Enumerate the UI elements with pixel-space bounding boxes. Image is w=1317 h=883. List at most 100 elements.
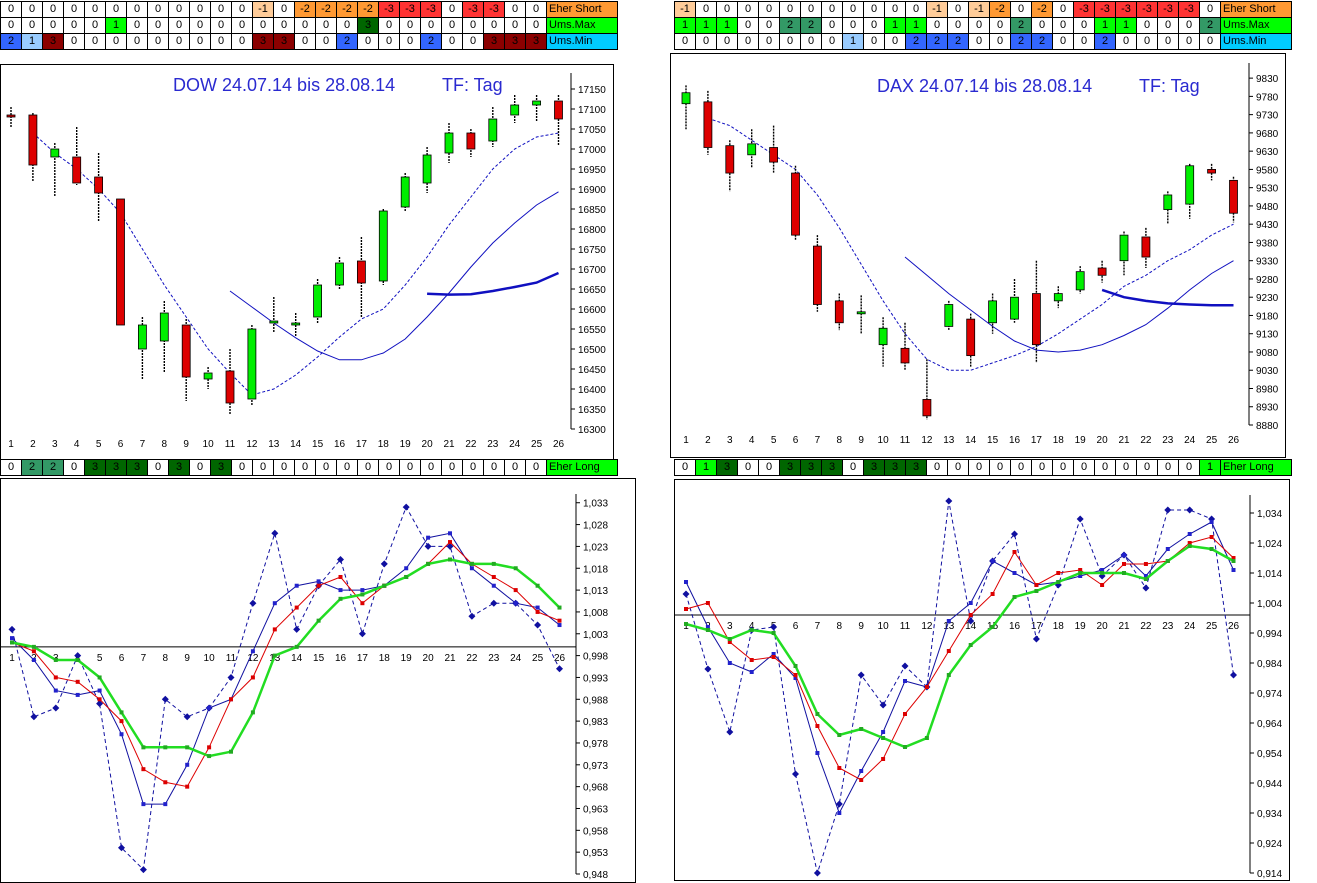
data-point: [185, 784, 190, 789]
y-tick-label: 0,974: [1257, 689, 1282, 700]
x-tick-label: 2: [705, 435, 711, 446]
data-point: [968, 643, 973, 647]
signal-cell: 3: [84, 459, 106, 476]
dow-signal-grid: 0 0 0 0 0 0 0 0 0 0 0 0 -1 0 -2 -2 -2 -2 -3 -3 -3 0 -3 -3 0 0 Eher…: [0, 1, 618, 50]
ratio-series-dashed_blue: [11, 505, 560, 871]
signal-cell: 0: [378, 459, 400, 476]
candle-body: [1075, 271, 1085, 291]
data-point: [557, 623, 562, 628]
data-point: [294, 644, 299, 649]
candle-body: [1031, 293, 1041, 346]
data-point: [272, 601, 277, 606]
y-tick-label: 9480: [1256, 202, 1279, 213]
signal-cell: 0: [315, 459, 337, 476]
signal-cell: 0: [1199, 1, 1221, 18]
signal-cell: -2: [294, 1, 316, 18]
signal-cell: 0: [189, 33, 211, 50]
data-point: [1078, 568, 1083, 572]
x-tick-label: 19: [1075, 621, 1087, 632]
signal-cell: 0: [674, 459, 696, 476]
signal-cell: -3: [1094, 1, 1116, 18]
x-tick-label: 15: [987, 435, 999, 446]
ratio-series-solid_blue: [685, 521, 1234, 815]
y-tick-label: 1,023: [583, 542, 608, 553]
signal-cell: 0: [504, 17, 526, 34]
x-tick-label: 11: [900, 621, 911, 632]
signal-cell: 0: [821, 33, 843, 50]
signal-cell: -1: [252, 1, 274, 18]
signal-cell: -3: [1136, 1, 1158, 18]
x-tick-label: 22: [466, 653, 478, 664]
signal-cell: -3: [462, 1, 484, 18]
signal-cell: 0: [336, 459, 358, 476]
candle-body: [94, 176, 103, 194]
data-point: [380, 560, 388, 568]
x-tick-label: 16: [1009, 435, 1021, 446]
candle-body: [159, 312, 169, 342]
signal-cell: -3: [420, 1, 442, 18]
candle-body: [28, 114, 38, 166]
y-tick-label: 1,028: [583, 521, 608, 532]
signal-cell: 2: [947, 33, 969, 50]
data-point: [946, 649, 951, 653]
data-point: [946, 619, 951, 623]
candle-body: [488, 118, 498, 142]
data-point: [770, 623, 778, 631]
x-tick-label: 26: [554, 653, 566, 664]
candle-body: [247, 328, 257, 400]
x-tick-label: 11: [225, 439, 236, 450]
signal-cell: 0: [357, 33, 379, 50]
x-tick-label: 20: [1097, 621, 1109, 632]
data-point: [1209, 547, 1214, 551]
candle-body: [1141, 236, 1151, 258]
data-point: [316, 579, 321, 584]
data-point: [119, 710, 124, 715]
data-point: [75, 692, 80, 697]
data-point: [360, 588, 365, 593]
signal-cell: 0: [147, 33, 169, 50]
data-point: [141, 767, 146, 772]
y-tick-label: 0,934: [1257, 809, 1282, 820]
min-row-label: Ums.Min: [1220, 33, 1292, 50]
data-point: [10, 636, 14, 641]
data-point: [1209, 535, 1214, 539]
data-point: [469, 561, 474, 566]
y-tick-label: 16650: [578, 285, 606, 296]
x-tick-label: 18: [379, 653, 391, 664]
data-point: [250, 675, 255, 680]
data-point: [1209, 520, 1214, 524]
x-tick-label: 8: [163, 653, 169, 664]
signal-cell: 0: [1136, 459, 1158, 476]
data-point: [424, 542, 432, 550]
data-point: [294, 605, 299, 610]
signal-cell: 0: [800, 1, 822, 18]
x-tick-label: 3: [727, 621, 733, 632]
data-point: [990, 592, 995, 596]
signal-cell: 1: [716, 17, 738, 34]
signal-cell: 0: [758, 459, 780, 476]
signal-cell: 1: [695, 459, 717, 476]
signal-cell: 0: [273, 17, 295, 34]
candle-body: [791, 172, 800, 236]
signal-cell: 0: [231, 1, 253, 18]
signal-cell: 0: [968, 17, 990, 34]
signal-cell: 0: [758, 17, 780, 34]
data-point: [139, 866, 147, 874]
x-tick-label: 10: [204, 653, 216, 664]
y-tick-label: 0,953: [583, 848, 608, 859]
signal-cell: 0: [441, 17, 463, 34]
x-tick-label: 7: [815, 621, 821, 632]
min-row-label: Ums.Min: [546, 33, 618, 50]
signal-cell: 0: [863, 1, 885, 18]
signal-cell: 0: [821, 1, 843, 18]
signal-cell: 2: [800, 17, 822, 34]
y-tick-label: 9830: [1256, 74, 1279, 85]
candle-body: [769, 147, 778, 163]
x-tick-label: 1: [683, 621, 689, 632]
data-point: [382, 583, 387, 588]
ratio-series-thick_green: [685, 544, 1235, 749]
x-tick-label: 10: [878, 435, 890, 446]
signal-cell: 0: [336, 17, 358, 34]
x-tick-label: 21: [1118, 435, 1130, 446]
x-tick-label: 9: [183, 439, 189, 450]
